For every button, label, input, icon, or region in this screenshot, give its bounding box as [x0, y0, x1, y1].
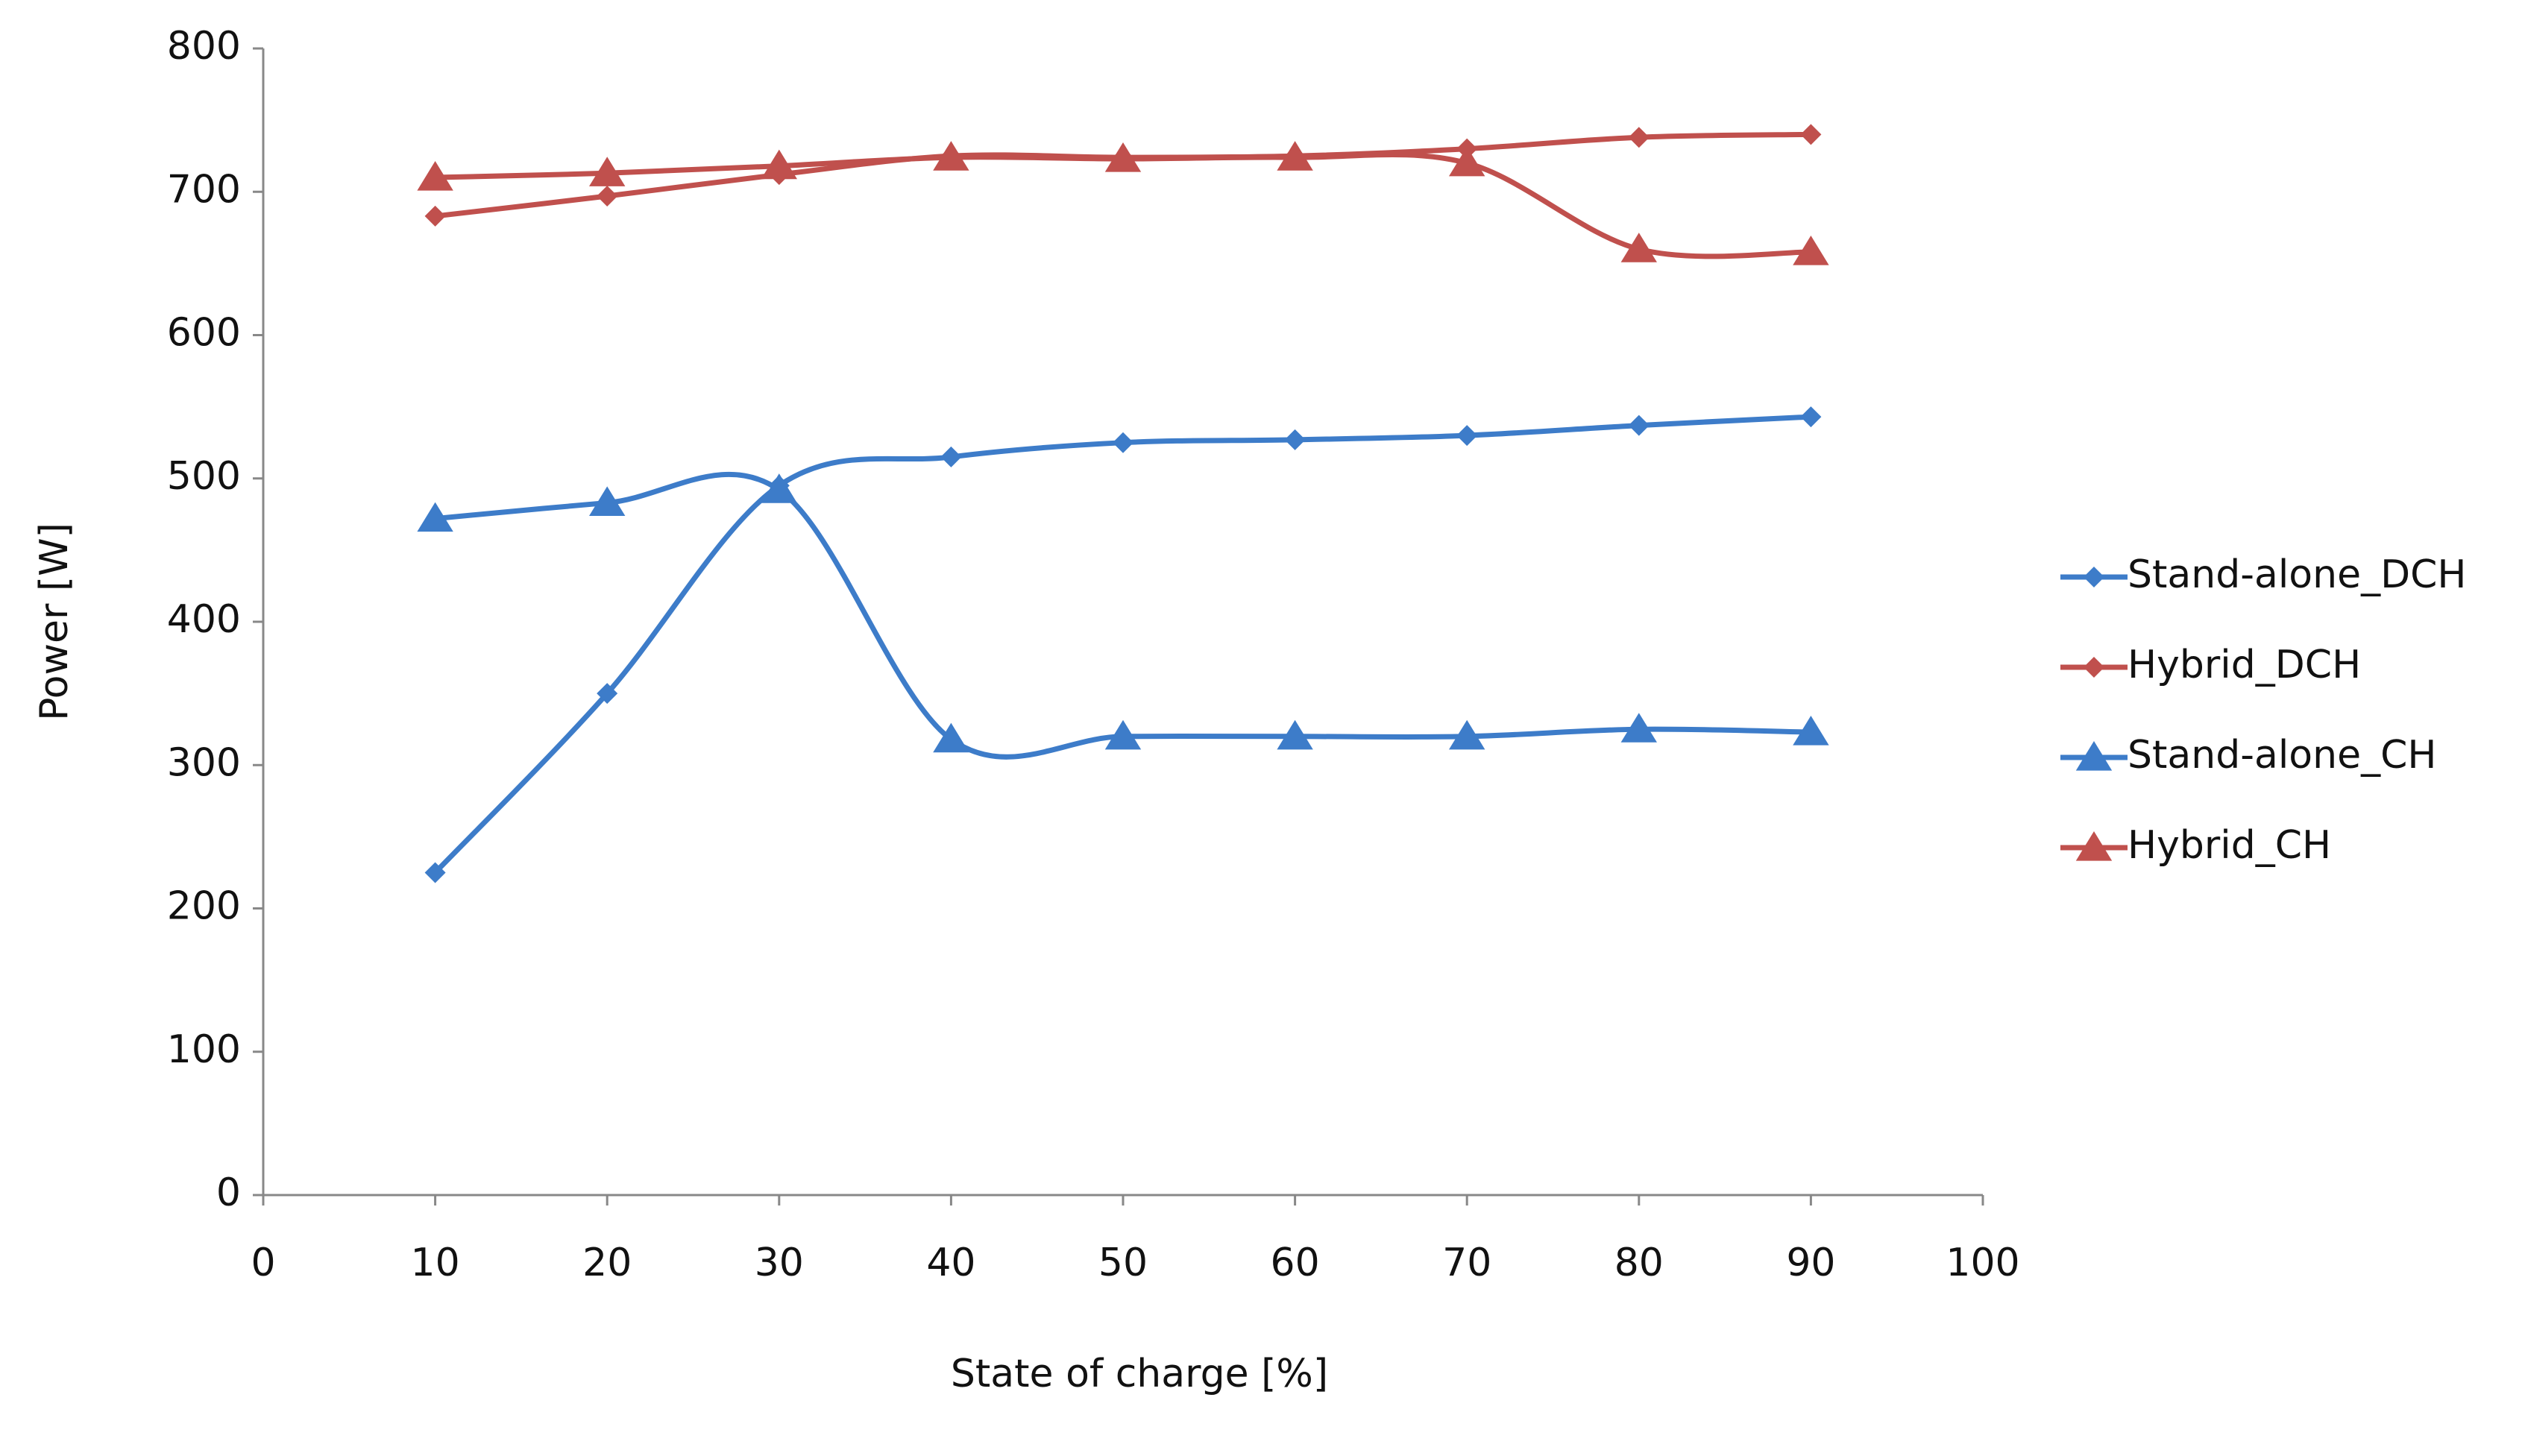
- marker: [417, 502, 453, 532]
- series-line: [435, 471, 1811, 760]
- marker: [424, 862, 446, 883]
- y-axis-label: Power [W]: [32, 523, 77, 721]
- marker: [589, 157, 626, 186]
- series-line: [433, 414, 1811, 874]
- marker: [1277, 141, 1313, 171]
- x-tick-label: 70: [1442, 1241, 1491, 1285]
- y-tick-label: 100: [167, 1027, 241, 1072]
- legend-label: Stand-alone_DCH: [2128, 552, 2467, 597]
- marker: [933, 141, 969, 171]
- marker: [597, 683, 618, 705]
- marker: [1104, 719, 1142, 750]
- legend-label: Stand-alone_CH: [2128, 733, 2436, 778]
- marker: [1456, 425, 1478, 447]
- marker: [940, 446, 962, 467]
- marker: [424, 205, 446, 227]
- marker: [761, 473, 797, 503]
- legend-label: Hybrid_DCH: [2128, 643, 2361, 687]
- x-tick-label: 90: [1786, 1241, 1835, 1285]
- marker: [1284, 429, 1306, 450]
- y-tick-label: 300: [167, 740, 241, 785]
- marker: [1628, 127, 1650, 148]
- marker: [1800, 124, 1822, 145]
- x-tick-label: 100: [1946, 1241, 2019, 1285]
- x-tick-label: 0: [251, 1241, 275, 1285]
- legend-label: Hybrid_CH: [2128, 823, 2331, 868]
- marker: [761, 149, 797, 180]
- marker: [1277, 719, 1313, 750]
- marker: [597, 186, 618, 207]
- marker: [1793, 716, 1829, 746]
- marker: [1628, 415, 1650, 436]
- y-tick-label: 800: [167, 24, 241, 69]
- marker: [1449, 146, 1485, 177]
- x-tick-label: 40: [926, 1241, 975, 1285]
- y-tick-label: 400: [167, 597, 241, 642]
- x-tick-label: 80: [1614, 1241, 1664, 1285]
- y-tick-label: 700: [167, 167, 241, 212]
- x-axis-label: State of charge [%]: [951, 1352, 1328, 1396]
- marker: [933, 722, 969, 753]
- x-tick-label: 50: [1098, 1241, 1148, 1285]
- marker: [1793, 235, 1829, 265]
- y-tick-label: 600: [167, 311, 241, 356]
- legend-marker: [2084, 567, 2104, 587]
- y-tick-label: 500: [167, 454, 241, 499]
- x-tick-label: 20: [582, 1241, 632, 1285]
- marker: [1620, 233, 1657, 262]
- y-tick-label: 200: [167, 884, 241, 929]
- x-tick-label: 10: [411, 1241, 460, 1285]
- marker: [1800, 406, 1822, 428]
- marker: [589, 486, 626, 517]
- marker: [417, 161, 453, 191]
- marker: [1620, 713, 1657, 743]
- legend-marker: [2075, 741, 2113, 771]
- legend-marker: [2075, 831, 2113, 861]
- marker: [1104, 142, 1142, 172]
- x-tick-label: 60: [1271, 1241, 1320, 1285]
- x-tick-label: 30: [755, 1241, 804, 1285]
- marker: [1449, 719, 1485, 750]
- legend-marker: [2084, 657, 2104, 678]
- marker: [1113, 432, 1133, 453]
- y-tick-label: 0: [216, 1170, 241, 1215]
